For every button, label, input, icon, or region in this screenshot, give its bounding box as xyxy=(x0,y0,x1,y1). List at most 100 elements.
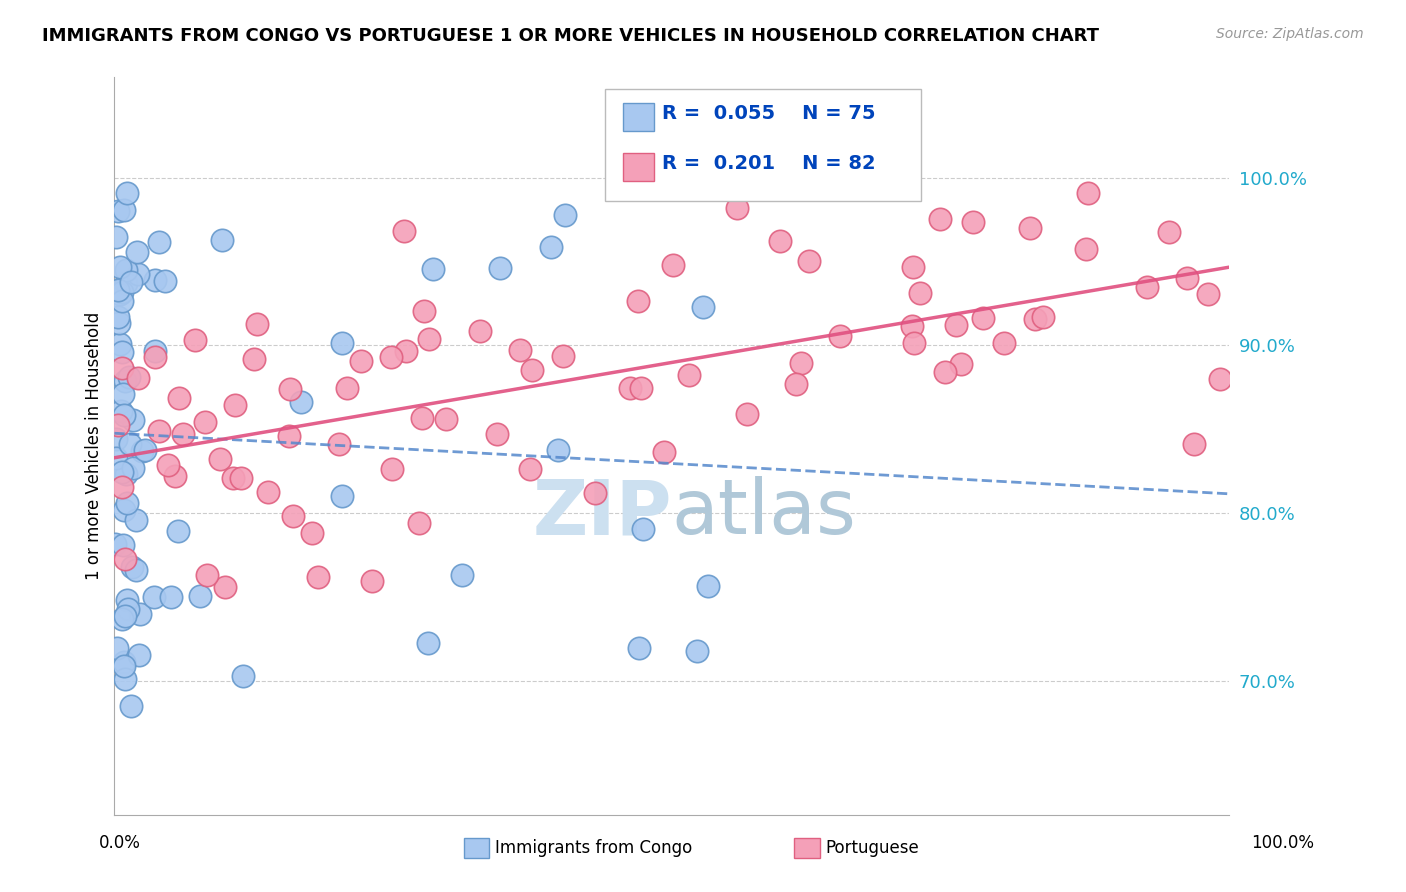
Point xyxy=(232,669,254,683)
Point xyxy=(283,509,305,524)
Point xyxy=(115,276,138,290)
Point xyxy=(725,201,748,215)
Point xyxy=(328,437,350,451)
Point xyxy=(115,186,138,200)
Point xyxy=(380,350,402,364)
Point xyxy=(143,590,166,604)
Point xyxy=(165,469,187,483)
Point xyxy=(115,496,138,510)
Point xyxy=(418,332,440,346)
Point xyxy=(156,458,179,472)
Point xyxy=(434,412,457,426)
Point xyxy=(934,365,956,379)
Point xyxy=(111,611,134,625)
Point xyxy=(830,329,852,343)
Point xyxy=(949,357,972,371)
Point xyxy=(111,480,134,494)
Point xyxy=(350,354,373,368)
Point xyxy=(172,427,194,442)
Point xyxy=(107,283,129,297)
Point xyxy=(121,560,143,574)
Point xyxy=(451,568,474,582)
Point xyxy=(256,485,278,500)
Point xyxy=(585,485,607,500)
Point xyxy=(1197,286,1219,301)
Point xyxy=(928,212,950,227)
Point xyxy=(107,417,129,432)
Point xyxy=(118,436,141,450)
Point xyxy=(692,300,714,314)
Point xyxy=(115,467,138,482)
Point xyxy=(112,503,135,517)
Point xyxy=(418,636,440,650)
Point xyxy=(104,537,127,551)
Point xyxy=(117,370,139,384)
Point xyxy=(696,579,718,593)
Point xyxy=(1182,437,1205,451)
Point xyxy=(290,395,312,409)
Point xyxy=(214,580,236,594)
Point xyxy=(395,343,418,358)
Point xyxy=(908,286,931,301)
Point xyxy=(381,462,404,476)
Point xyxy=(104,230,127,244)
Text: Source: ZipAtlas.com: Source: ZipAtlas.com xyxy=(1216,27,1364,41)
Point xyxy=(1136,280,1159,294)
Point xyxy=(112,408,135,422)
Point xyxy=(114,656,136,670)
Point xyxy=(120,275,142,289)
Point xyxy=(1024,312,1046,326)
Point xyxy=(111,285,134,299)
Point xyxy=(392,224,415,238)
Text: ZIP: ZIP xyxy=(531,476,672,550)
Point xyxy=(1209,372,1232,386)
Point xyxy=(789,356,811,370)
Point xyxy=(519,461,541,475)
Point xyxy=(799,254,821,268)
Point xyxy=(108,286,131,301)
Point xyxy=(128,648,150,662)
Point xyxy=(111,465,134,479)
Point xyxy=(1076,186,1098,200)
Point xyxy=(229,471,252,485)
Text: atlas: atlas xyxy=(672,476,856,550)
Point xyxy=(652,445,675,459)
Point xyxy=(131,444,153,458)
Point xyxy=(125,512,148,526)
Point xyxy=(143,273,166,287)
Point xyxy=(104,450,127,465)
Point xyxy=(107,204,129,219)
Point xyxy=(114,263,136,277)
Point xyxy=(122,460,145,475)
Point xyxy=(127,371,149,385)
Point xyxy=(662,259,685,273)
Point xyxy=(540,240,562,254)
Point xyxy=(554,208,576,222)
Point xyxy=(1018,221,1040,235)
Point xyxy=(143,350,166,364)
Point xyxy=(184,334,207,348)
Point xyxy=(114,552,136,566)
Point xyxy=(167,392,190,406)
Point xyxy=(520,363,543,377)
Point xyxy=(630,381,652,395)
Point xyxy=(111,361,134,376)
Point xyxy=(160,590,183,604)
Point xyxy=(112,538,135,552)
Point xyxy=(224,398,246,412)
Point xyxy=(336,381,359,395)
Point xyxy=(124,563,146,577)
Point xyxy=(903,260,925,274)
Point xyxy=(114,609,136,624)
Point xyxy=(243,351,266,366)
Point xyxy=(301,525,323,540)
Point xyxy=(209,451,232,466)
Point xyxy=(1031,310,1053,324)
Point xyxy=(128,607,150,621)
Text: 0.0%: 0.0% xyxy=(98,834,141,852)
Point xyxy=(468,324,491,338)
Point xyxy=(143,344,166,359)
Point xyxy=(1175,270,1198,285)
Point xyxy=(489,260,512,275)
Point xyxy=(211,233,233,247)
